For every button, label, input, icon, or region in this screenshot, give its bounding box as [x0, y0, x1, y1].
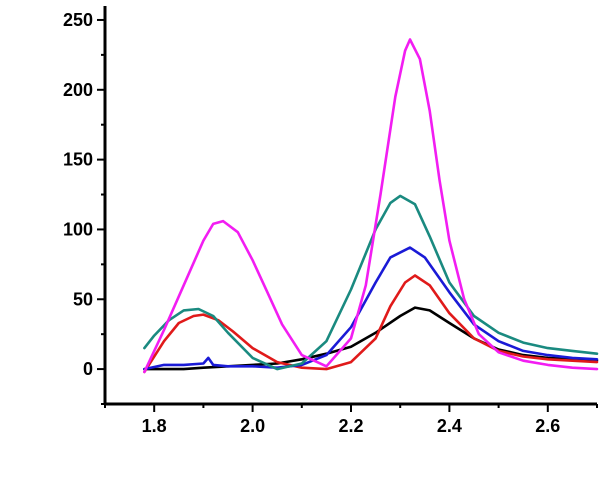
y-tick-label: 150	[63, 150, 93, 170]
x-tick-label: 2.6	[535, 416, 560, 436]
axes: 0 50 100 150 200 250 1.8 2.0 2.2 2.4 2.6	[63, 6, 598, 436]
series-line-3	[143, 194, 599, 371]
series-line-1	[143, 274, 599, 374]
series-line-0	[143, 306, 599, 371]
x-tick-label: 2.4	[437, 416, 462, 436]
x-tick-label: 1.8	[142, 416, 167, 436]
series-line-2	[143, 246, 599, 371]
series-layer	[143, 38, 599, 374]
x-tick-label: 2.2	[338, 416, 363, 436]
y-tick-label: 0	[83, 359, 93, 379]
y-tick-label: 250	[63, 10, 93, 30]
series-line-4	[143, 38, 599, 374]
x-tick-label: 2.0	[240, 416, 265, 436]
y-tick-label: 100	[63, 219, 93, 239]
y-tick-label: 50	[73, 289, 93, 309]
y-tick-label: 200	[63, 80, 93, 100]
